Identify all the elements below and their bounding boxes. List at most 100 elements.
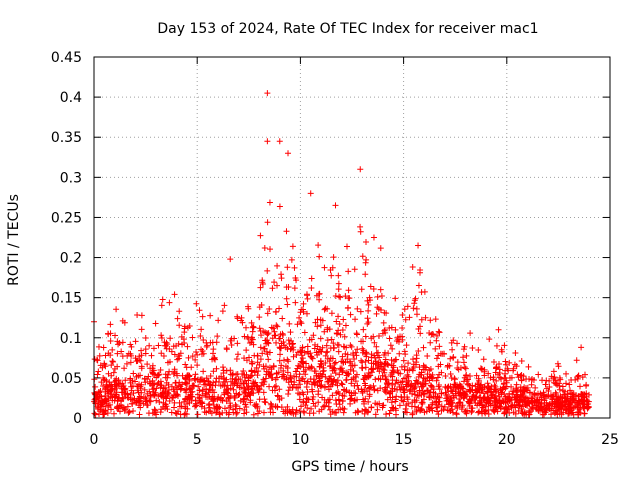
data-point (270, 363, 277, 370)
data-point (454, 359, 461, 366)
data-point (342, 350, 349, 357)
data-point (433, 377, 440, 384)
data-point (557, 400, 564, 407)
data-point (267, 246, 274, 253)
data-point (257, 284, 264, 291)
data-point (182, 410, 189, 417)
data-point (335, 313, 342, 320)
data-point (118, 348, 125, 355)
data-point (114, 350, 121, 357)
data-point (413, 352, 420, 359)
data-point (310, 393, 317, 400)
data-point (504, 406, 511, 413)
data-point (317, 358, 324, 365)
data-point (368, 354, 375, 361)
data-point (127, 359, 134, 366)
data-point (227, 378, 234, 385)
data-point (186, 385, 193, 392)
data-point (141, 375, 148, 382)
data-point (220, 378, 227, 385)
data-point (294, 321, 301, 328)
data-point (168, 348, 175, 355)
data-point (214, 333, 221, 340)
data-point (341, 333, 348, 340)
data-point (396, 383, 403, 390)
data-point (473, 372, 480, 379)
data-point (278, 275, 285, 282)
data-point (322, 383, 329, 390)
data-point (528, 376, 535, 383)
data-point (215, 394, 222, 401)
data-point (305, 396, 312, 403)
data-point (300, 368, 307, 375)
data-point (329, 355, 336, 362)
data-point (358, 364, 365, 371)
data-point (312, 368, 319, 375)
data-point (249, 360, 256, 367)
data-point (305, 350, 312, 357)
data-point (397, 379, 404, 386)
data-point (445, 383, 452, 390)
data-point (296, 371, 303, 378)
data-point (485, 384, 492, 391)
data-point (329, 392, 336, 399)
data-point (109, 346, 116, 353)
data-point (564, 390, 571, 397)
y-tick-label: 0.4 (60, 90, 82, 106)
data-point (508, 383, 515, 390)
data-point (234, 409, 241, 416)
data-point (119, 339, 126, 346)
data-point (291, 264, 298, 271)
data-point (489, 391, 496, 398)
data-point (192, 371, 199, 378)
data-point (215, 317, 222, 324)
data-point (517, 372, 524, 379)
data-point (556, 386, 563, 393)
data-point (274, 262, 281, 269)
data-point (436, 371, 443, 378)
data-point (296, 381, 303, 388)
data-point (284, 264, 291, 271)
data-point (217, 397, 224, 404)
data-point (453, 382, 460, 389)
data-point (347, 311, 354, 318)
data-point (314, 323, 321, 330)
data-point (199, 400, 206, 407)
data-point (295, 362, 302, 369)
data-point (245, 375, 252, 382)
data-point (554, 360, 561, 367)
data-point (234, 315, 241, 322)
data-point (211, 395, 218, 402)
data-point (471, 396, 478, 403)
data-point (481, 372, 488, 379)
data-point (340, 343, 347, 350)
data-point (545, 393, 552, 400)
data-point (496, 370, 503, 377)
data-point (308, 285, 315, 292)
data-point (213, 339, 220, 346)
y-axis-ticks: 0 0.05 0.1 0.15 0.2 0.25 0.3 0.35 0.4 0.45 (51, 50, 610, 427)
data-point (418, 405, 425, 412)
data-point (583, 381, 590, 388)
data-point (295, 390, 302, 397)
data-point (199, 313, 206, 320)
data-point (416, 364, 423, 371)
data-point (406, 314, 413, 321)
data-point (170, 343, 177, 350)
data-point (300, 398, 307, 405)
data-point (521, 411, 528, 418)
data-point (275, 393, 282, 400)
data-point (361, 386, 368, 393)
data-point (476, 394, 483, 401)
data-point (210, 346, 217, 353)
data-point (514, 371, 521, 378)
data-point (453, 410, 460, 417)
data-point (339, 353, 346, 360)
data-point (457, 365, 464, 371)
data-point (283, 295, 290, 302)
data-point (392, 326, 399, 333)
data-point (254, 352, 261, 359)
data-point (175, 353, 182, 360)
data-point (138, 365, 145, 372)
data-point (256, 408, 263, 415)
